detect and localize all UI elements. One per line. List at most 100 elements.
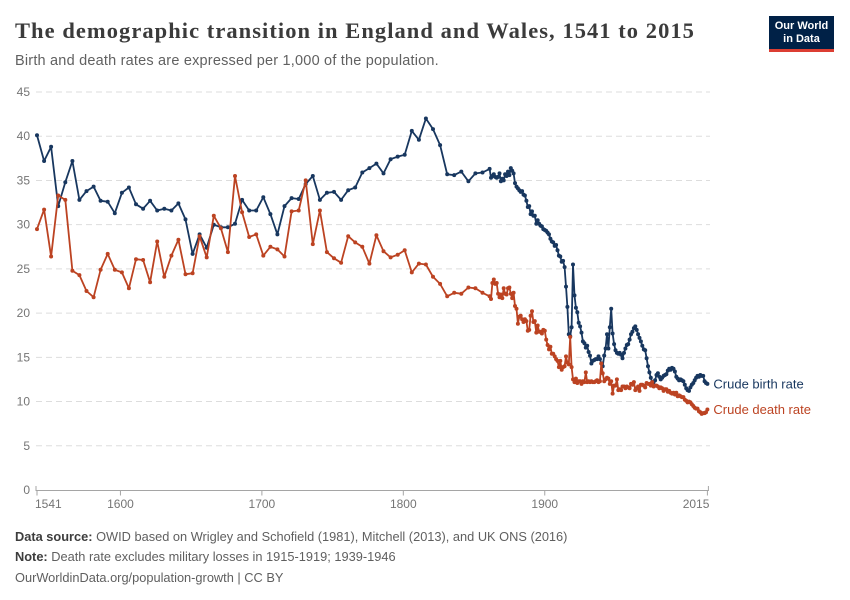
series-point-birth-1889 bbox=[527, 204, 532, 209]
series-point-death-1616 bbox=[141, 258, 146, 262]
y-axis-label-15: 15 bbox=[17, 350, 31, 364]
series-point-birth-1947 bbox=[609, 306, 614, 311]
series-point-birth-1887 bbox=[524, 198, 529, 203]
series-point-death-1796 bbox=[395, 252, 400, 257]
series-point-death-1950 bbox=[613, 383, 618, 388]
series-point-death-1910 bbox=[556, 365, 561, 370]
series-point-death-1893 bbox=[532, 319, 537, 324]
series-point-death-1556 bbox=[56, 193, 61, 198]
series-point-birth-1596 bbox=[112, 211, 117, 216]
series-point-death-1726 bbox=[296, 208, 301, 213]
series-point-birth-1955 bbox=[620, 356, 625, 361]
x-axis-label-1700: 1700 bbox=[249, 497, 276, 511]
series-point-birth-1676 bbox=[225, 225, 230, 230]
series-point-birth-1999 bbox=[682, 382, 687, 387]
series-point-death-1766 bbox=[353, 240, 358, 245]
series-point-birth-1903 bbox=[547, 232, 551, 237]
series-point-death-1941 bbox=[600, 371, 605, 376]
series-point-death-1541 bbox=[35, 227, 39, 232]
series-point-birth-1706 bbox=[268, 212, 273, 217]
series-point-birth-1796 bbox=[395, 154, 400, 159]
series-point-birth-1611 bbox=[134, 202, 138, 207]
series-point-birth-1884 bbox=[520, 189, 525, 194]
series-point-birth-1916 bbox=[565, 304, 570, 309]
series-point-birth-1641 bbox=[176, 201, 181, 206]
series-point-birth-1874 bbox=[506, 169, 510, 174]
series-point-birth-2015 bbox=[705, 381, 710, 386]
owid-logo: Our World in Data bbox=[769, 16, 834, 52]
series-point-death-1611 bbox=[134, 257, 138, 262]
series-point-birth-1875 bbox=[507, 173, 512, 178]
series-point-birth-1942 bbox=[602, 353, 607, 358]
series-point-birth-1546 bbox=[42, 159, 47, 163]
series-point-death-1898 bbox=[539, 331, 544, 336]
series-point-birth-1943 bbox=[603, 346, 608, 351]
series-point-death-1929 bbox=[583, 370, 588, 375]
series-point-death-1948 bbox=[610, 391, 615, 396]
y-axis-label-30: 30 bbox=[17, 218, 31, 232]
series-point-death-1571 bbox=[77, 273, 82, 278]
series-point-death-1776 bbox=[367, 261, 372, 266]
series-point-birth-1766 bbox=[353, 185, 358, 190]
series-point-death-1864 bbox=[491, 277, 496, 282]
series-point-death-1591 bbox=[105, 251, 110, 256]
series-point-birth-1998 bbox=[681, 379, 686, 384]
series-point-birth-1992 bbox=[672, 369, 677, 374]
series-point-birth-1811 bbox=[416, 137, 421, 142]
series-point-death-1561 bbox=[63, 197, 68, 202]
series-point-death-1889 bbox=[527, 327, 532, 332]
series-point-birth-1856 bbox=[480, 170, 485, 175]
series-point-birth-1906 bbox=[551, 240, 556, 245]
series-point-birth-1716 bbox=[282, 204, 287, 209]
x-axis-label-1600: 1600 bbox=[107, 497, 134, 511]
series-point-death-1771 bbox=[360, 244, 365, 249]
series-point-birth-1771 bbox=[360, 170, 365, 175]
y-axis-label-10: 10 bbox=[17, 395, 31, 409]
series-point-death-1706 bbox=[268, 244, 273, 249]
series-point-death-1806 bbox=[409, 270, 414, 275]
series-point-birth-1686 bbox=[240, 197, 245, 202]
chart-subtitle: Birth and death rates are expressed per … bbox=[15, 53, 439, 69]
series-point-death-1846 bbox=[466, 285, 471, 290]
series-point-death-1939 bbox=[597, 379, 602, 384]
series-point-birth-1721 bbox=[289, 196, 294, 201]
series-point-death-1900 bbox=[542, 328, 547, 333]
series-point-birth-1841 bbox=[459, 169, 464, 174]
series-point-death-1716 bbox=[282, 254, 287, 259]
series-point-birth-1939 bbox=[597, 357, 602, 362]
series-point-death-1641 bbox=[176, 237, 181, 242]
series-point-birth-1975 bbox=[648, 375, 653, 380]
series-point-birth-1948 bbox=[610, 331, 615, 336]
series-point-birth-1821 bbox=[431, 127, 435, 132]
series-point-death-1636 bbox=[169, 253, 174, 258]
series-point-birth-1741 bbox=[317, 197, 322, 202]
y-axis-label-20: 20 bbox=[17, 306, 31, 320]
series-point-death-1656 bbox=[197, 234, 202, 239]
series-point-death-1646 bbox=[183, 272, 188, 277]
series-point-birth-1651 bbox=[190, 251, 195, 256]
series-point-birth-1836 bbox=[452, 173, 457, 178]
series-point-birth-1965 bbox=[634, 327, 639, 332]
series-point-death-1951 bbox=[614, 377, 619, 382]
series-point-birth-1945 bbox=[606, 346, 611, 351]
series-point-birth-1826 bbox=[438, 143, 443, 148]
series-point-death-1871 bbox=[501, 286, 506, 291]
series-point-death-1701 bbox=[261, 253, 266, 258]
series-point-birth-1701 bbox=[261, 195, 266, 200]
series-point-death-1601 bbox=[119, 270, 124, 275]
series-point-death-1881 bbox=[515, 321, 520, 326]
series-point-death-1676 bbox=[225, 250, 230, 255]
owid-logo-text: Our World in Data bbox=[769, 16, 834, 49]
series-point-birth-1980 bbox=[655, 371, 660, 376]
series-point-birth-1561 bbox=[63, 180, 68, 185]
series-point-death-1831 bbox=[445, 294, 450, 299]
series-point-birth-1576 bbox=[84, 189, 89, 194]
series-point-birth-1925 bbox=[578, 324, 583, 329]
series-point-death-1914 bbox=[562, 364, 567, 369]
series-point-birth-1966 bbox=[636, 332, 641, 337]
series-point-death-1691 bbox=[247, 235, 252, 239]
series-point-death-1576 bbox=[84, 289, 89, 293]
series-point-birth-1962 bbox=[630, 329, 635, 334]
series-point-death-1904 bbox=[548, 344, 553, 349]
series-point-birth-1986 bbox=[664, 372, 669, 377]
